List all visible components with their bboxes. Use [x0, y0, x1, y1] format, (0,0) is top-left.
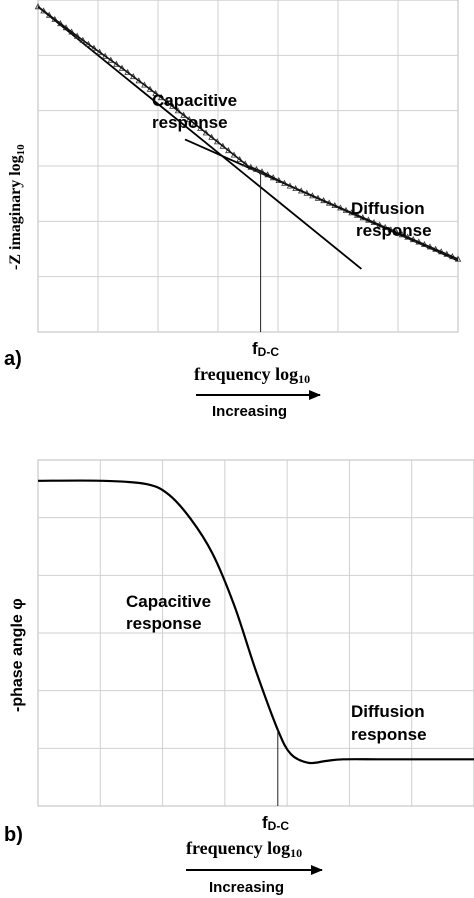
diffusion-label-b1: Diffusion	[351, 702, 425, 721]
y-axis-label-a: -Z imaginary log10	[7, 144, 27, 270]
capacitive-label-b1: Capacitive	[126, 592, 211, 611]
increasing-label-b: Increasing	[209, 879, 284, 896]
capacitive-label-b2: response	[126, 614, 202, 633]
y-axis-label-b: -phase angle φ	[9, 598, 26, 712]
increasing-label-a: Increasing	[212, 403, 287, 420]
diffusion-label-b2: response	[351, 725, 427, 744]
impedance-series-line	[37, 5, 459, 260]
x-axis-label-b: frequency log10	[186, 838, 302, 860]
fdc-label-b: fD-C	[262, 813, 289, 833]
fdc-label-a: fD-C	[252, 339, 279, 359]
data-point-marker	[34, 3, 42, 10]
phase-angle-series-line	[37, 479, 474, 765]
capacitive-label-a2: response	[152, 113, 228, 132]
panel-label-b: b)	[4, 824, 23, 846]
grid-b	[38, 460, 474, 806]
diffusion-label-a2: response	[356, 221, 432, 240]
x-axis-label-a: frequency log10	[194, 364, 310, 386]
diffusion-label-a1: Diffusion	[351, 199, 425, 218]
capacitive-label-a1: Capacitive	[152, 91, 237, 110]
impedance-chart: Capacitive response Diffusion response -…	[4, 0, 462, 420]
panel-label-a: a)	[4, 348, 22, 370]
phase-angle-chart: Capacitive response Diffusion response -…	[4, 459, 474, 896]
